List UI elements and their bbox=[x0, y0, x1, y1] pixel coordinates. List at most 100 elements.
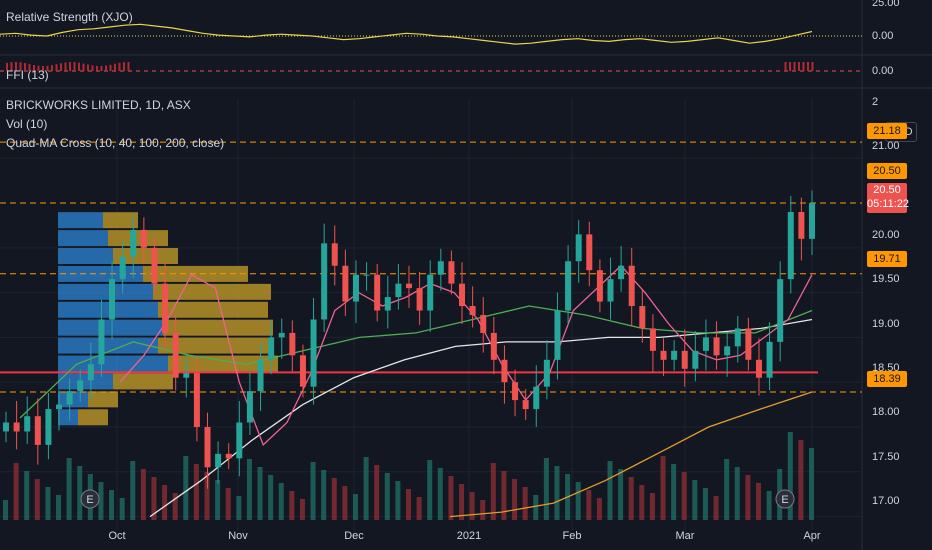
volume-bar bbox=[459, 484, 465, 520]
volume-bar bbox=[225, 488, 231, 520]
volume-bar bbox=[745, 475, 751, 520]
ffi-bar bbox=[798, 62, 800, 71]
earnings-marker bbox=[80, 489, 100, 509]
volume-indicator-title[interactable]: Vol (10) bbox=[6, 117, 48, 131]
candle-body bbox=[586, 234, 593, 271]
ffi-bar bbox=[91, 65, 94, 71]
symbol-title[interactable]: BRICKWORKS LIMITED, 1D, ASX bbox=[6, 98, 191, 112]
ffi-bar bbox=[105, 65, 107, 71]
volume-profile-up bbox=[58, 230, 108, 247]
volume-bar bbox=[533, 495, 539, 520]
earnings-marker-label: E bbox=[781, 494, 788, 506]
candle-body bbox=[374, 274, 381, 311]
volume-bar bbox=[342, 486, 348, 520]
volume-bar bbox=[257, 467, 263, 520]
volume-profile-down bbox=[158, 337, 273, 354]
candle-body bbox=[724, 346, 731, 356]
volume-bar bbox=[406, 489, 411, 520]
candle-body bbox=[639, 306, 646, 329]
x-axis-label: 2021 bbox=[456, 530, 482, 542]
level-tag-18-39: 18.39 bbox=[867, 371, 907, 387]
volume-bar bbox=[363, 457, 369, 520]
rs-line bbox=[0, 23, 813, 45]
candle-body bbox=[215, 453, 222, 468]
ffi-bar bbox=[24, 63, 26, 71]
ffi-bar bbox=[46, 65, 49, 71]
volume-bar bbox=[416, 497, 422, 520]
ma-indicator-title[interactable]: Quad-MA Cross (10, 40, 100, 200, close) bbox=[6, 136, 225, 150]
candle-body bbox=[289, 332, 296, 356]
candle-body bbox=[554, 310, 561, 360]
volume-bar bbox=[3, 500, 8, 520]
volume-bar bbox=[384, 473, 390, 520]
rs-pane-title: Relative Strength (XJO) bbox=[6, 10, 133, 24]
volume-profile-down bbox=[113, 248, 178, 265]
ffi-bar bbox=[789, 62, 791, 71]
volume-profile-down bbox=[158, 301, 268, 318]
volume-bar bbox=[766, 491, 772, 520]
rs-axis-tick-zero: 0.00 bbox=[872, 30, 894, 42]
candle-body bbox=[501, 359, 508, 383]
volume-bar bbox=[448, 476, 454, 520]
volume-bar bbox=[130, 461, 136, 520]
candle-body bbox=[395, 283, 402, 298]
volume-bar bbox=[56, 495, 62, 520]
last-price-value: 20.50 bbox=[873, 184, 901, 196]
bar-countdown: 05:11:22 bbox=[867, 198, 910, 210]
ffi-bar bbox=[64, 62, 67, 71]
level-tag-19-71: 19.71 bbox=[867, 251, 907, 267]
candle-body bbox=[702, 337, 709, 351]
volume-bar bbox=[713, 496, 719, 520]
ma200-line bbox=[449, 391, 813, 518]
candle-body bbox=[480, 315, 487, 333]
volume-profile-up bbox=[58, 301, 158, 318]
candle-body bbox=[437, 261, 444, 275]
candle-body bbox=[692, 350, 699, 369]
ffi-bar bbox=[802, 62, 805, 71]
volume-bar bbox=[427, 460, 433, 520]
volume-profile-up bbox=[58, 355, 168, 372]
volume-bar bbox=[480, 500, 486, 520]
volume-bar bbox=[268, 475, 274, 520]
volume-bar bbox=[299, 499, 305, 520]
candle-body bbox=[618, 265, 625, 280]
volume-bar bbox=[109, 490, 115, 520]
volume-bar bbox=[77, 466, 83, 520]
ffi-bar bbox=[118, 62, 121, 71]
volume-bar bbox=[543, 458, 549, 520]
candle-body bbox=[151, 247, 158, 284]
candle-body bbox=[34, 416, 41, 445]
ffi-bar bbox=[793, 62, 796, 71]
candle-body bbox=[745, 328, 752, 360]
price-axis-tick: 18.00 bbox=[872, 406, 900, 418]
candle-body bbox=[119, 256, 126, 280]
x-axis-label: Nov bbox=[228, 530, 248, 542]
price-axis-tick: 17.50 bbox=[872, 451, 900, 463]
ffi-bar bbox=[807, 62, 809, 71]
volume-profile-down bbox=[78, 409, 108, 426]
candle-body bbox=[77, 380, 84, 392]
earnings-marker-label: E bbox=[86, 494, 93, 506]
volume-bar bbox=[352, 494, 358, 520]
candle-body bbox=[681, 350, 688, 369]
ffi-axis-tick-zero: 0.00 bbox=[872, 65, 894, 77]
candle-body bbox=[87, 364, 94, 381]
candle-body bbox=[193, 373, 200, 427]
level-tag-21-18: 21.18 bbox=[867, 123, 907, 139]
volume-bar bbox=[809, 448, 814, 520]
volume-bar bbox=[172, 493, 178, 520]
candle-body bbox=[713, 337, 720, 356]
volume-profile-down bbox=[163, 319, 273, 336]
volume-profile-up bbox=[58, 248, 113, 265]
candle-body bbox=[490, 332, 497, 360]
candle-body bbox=[416, 288, 423, 311]
ffi-bar bbox=[37, 65, 40, 71]
ffi-bar bbox=[42, 65, 44, 71]
volume-profile-down bbox=[153, 283, 271, 300]
volume-bar bbox=[98, 482, 104, 520]
ffi-bar bbox=[73, 62, 76, 71]
candle-body bbox=[543, 359, 550, 387]
candle-body bbox=[448, 261, 455, 284]
